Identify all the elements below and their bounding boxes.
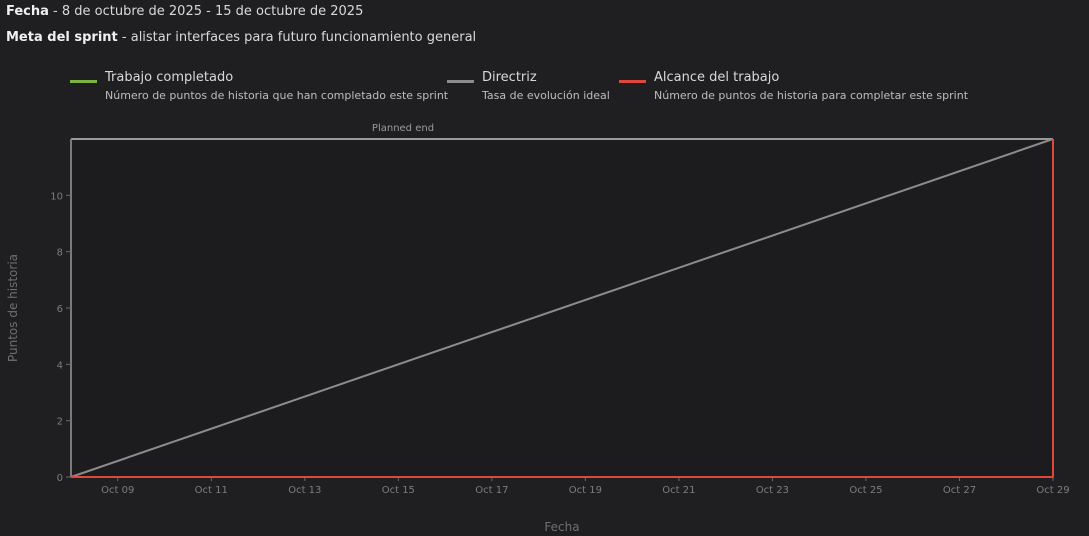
sprint-goal-line: Meta del sprint - alistar interfaces par… (6, 30, 476, 45)
date-value: - 8 de octubre de 2025 - 15 de octubre d… (48, 4, 364, 19)
y-axis-title: Puntos de historia (6, 254, 20, 362)
legend-name-scope: Alcance del trabajo (654, 70, 780, 85)
x-tick-label: Oct 21 (662, 485, 695, 496)
x-tick-label: Oct 09 (101, 485, 134, 496)
legend-desc-guideline: Tasa de evolución ideal (482, 89, 610, 102)
x-tick-label: Oct 23 (756, 485, 789, 496)
legend-desc-scope: Número de puntos de historia para comple… (654, 89, 969, 102)
y-tick-label: 0 (57, 473, 63, 484)
y-tick-label: 10 (50, 191, 63, 202)
legend-name-completed: Trabajo completado (105, 70, 234, 85)
x-tick-label: Oct 29 (1036, 485, 1069, 496)
x-tick-label: Oct 15 (382, 485, 415, 496)
x-tick-label: Oct 17 (475, 485, 508, 496)
x-tick-label: Oct 27 (943, 485, 976, 496)
sprint-date-line: Fecha - 8 de octubre de 2025 - 15 de oct… (6, 4, 363, 19)
x-tick-label: Oct 19 (569, 485, 602, 496)
goal-label: Meta del sprint (6, 30, 118, 45)
legend-swatch-guideline (447, 80, 474, 83)
goal-value: - alistar interfaces para futuro funcion… (117, 30, 477, 45)
date-label: Fecha (6, 4, 49, 19)
x-tick-label: Oct 25 (849, 485, 882, 496)
y-tick-label: 8 (57, 248, 63, 259)
planned-end-label: Planned end (372, 123, 434, 134)
series-line-guideline (70, 138, 1054, 478)
y-tick-label: 6 (57, 304, 63, 315)
y-tick-label: 4 (57, 360, 63, 371)
legend-desc-completed: Número de puntos de historia que han com… (105, 89, 449, 102)
y-tick-label: 2 (57, 417, 63, 428)
series-line-scope (71, 139, 1054, 478)
x-axis-title: Fecha (544, 520, 579, 534)
x-tick-label: Oct 11 (195, 485, 228, 496)
legend-swatch-scope (619, 80, 646, 83)
legend-swatch-completed (70, 80, 97, 83)
x-tick-label: Oct 13 (288, 485, 321, 496)
legend-name-guideline: Directriz (482, 70, 537, 85)
